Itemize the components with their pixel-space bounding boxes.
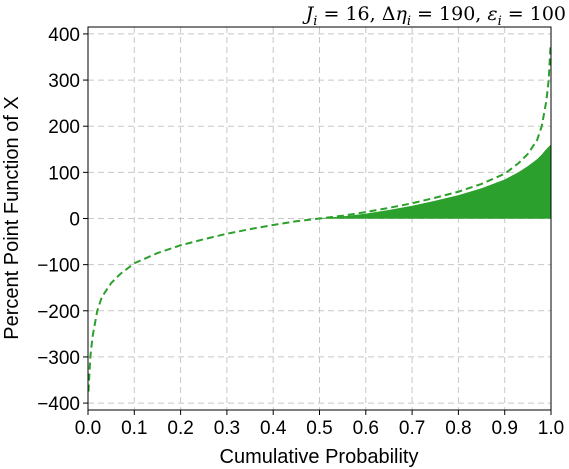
line-layer <box>87 45 552 392</box>
title-eps-val: = 100 <box>502 3 566 25</box>
x-tick-label: 0.2 <box>167 418 193 439</box>
y-tick-label: −100 <box>37 256 80 277</box>
x-tick-label: 0.5 <box>306 418 332 439</box>
y-tick-label: −300 <box>37 348 80 369</box>
title-j-val: = 16, Δ <box>317 3 395 25</box>
x-tick-label: 1.0 <box>538 418 564 439</box>
title-eta-val: = 190, <box>411 3 487 25</box>
x-tick-label: 0.7 <box>399 418 425 439</box>
y-tick-label: −200 <box>37 302 80 323</box>
x-tick-label: 0.9 <box>491 418 517 439</box>
x-tick-label: 0.0 <box>75 418 101 439</box>
line-series-0 <box>87 45 552 392</box>
x-tick-label: 0.8 <box>445 418 471 439</box>
title-eta: η <box>395 3 407 25</box>
title-eps-sub: i <box>498 14 502 29</box>
title-j: J <box>302 3 315 25</box>
y-ticks: −400 −300 −200 −100 0 100 200 300 400 <box>37 25 88 415</box>
title-eta-sub: i <box>407 14 411 29</box>
x-ticks: 0.0 0.1 0.2 0.3 0.4 0.5 0.6 0.7 0.8 0.9 1.0 <box>75 410 564 439</box>
chart-title: Ji = 16, Δηi = 190, εi = 100 <box>302 3 566 29</box>
y-tick-label: 100 <box>48 163 80 184</box>
y-axis-label: Percent Point Function of X <box>1 96 23 339</box>
x-tick-label: 0.4 <box>260 418 287 439</box>
y-tick-label: 0 <box>69 210 80 231</box>
title-eps: ε <box>487 3 497 25</box>
x-tick-label: 0.1 <box>121 418 147 439</box>
area-series-1 <box>319 144 552 219</box>
x-axis-label: Cumulative Probability <box>220 446 419 468</box>
y-tick-label: 400 <box>48 25 80 46</box>
y-tick-label: 200 <box>48 117 80 138</box>
y-tick-label: −400 <box>37 394 80 415</box>
title-j-sub: i <box>313 14 317 29</box>
x-tick-label: 0.3 <box>214 418 240 439</box>
y-tick-label: 300 <box>48 71 80 92</box>
area-layer <box>319 144 552 219</box>
x-tick-label: 0.6 <box>353 418 379 439</box>
